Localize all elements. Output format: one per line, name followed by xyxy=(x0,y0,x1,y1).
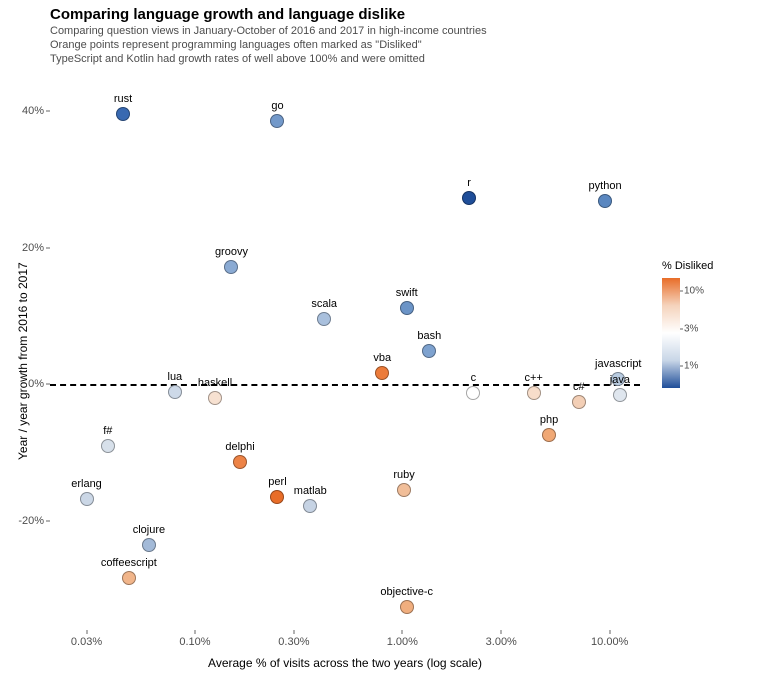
zero-ref-line xyxy=(50,384,640,386)
panel-background xyxy=(50,70,640,630)
x-tick-mark xyxy=(609,630,610,634)
point-matlab xyxy=(303,499,317,513)
point-php xyxy=(542,428,556,442)
point-clojure xyxy=(142,538,156,552)
y-axis-label: Year / year growth from 2016 to 2017 xyxy=(16,262,30,460)
point-c# xyxy=(572,395,586,409)
point-bash xyxy=(422,344,436,358)
x-tick-mark xyxy=(402,630,403,634)
point-go xyxy=(270,114,284,128)
legend: % Disliked 10%3%1% xyxy=(662,260,713,388)
y-tick-mark xyxy=(46,520,50,521)
legend-colorbar: 10%3%1% xyxy=(662,278,680,388)
x-tick-mark xyxy=(293,630,294,634)
y-tick-label: 20% xyxy=(10,242,50,254)
chart-subtitle-3: TypeScript and Kotlin had growth rates o… xyxy=(50,53,487,67)
point-delphi xyxy=(233,455,247,469)
chart-title: Comparing language growth and language d… xyxy=(50,6,487,23)
point-lua xyxy=(168,385,182,399)
y-tick-mark xyxy=(46,110,50,111)
point-f# xyxy=(101,439,115,453)
point-vba xyxy=(375,366,389,380)
point-rust xyxy=(116,107,130,121)
chart-subtitle-2: Orange points represent programming lang… xyxy=(50,39,487,53)
legend-tick-mark xyxy=(680,328,683,329)
legend-title: % Disliked xyxy=(662,260,713,272)
point-scala xyxy=(317,312,331,326)
plot-area: -20%0%20%40%0.03%0.10%0.30%1.00%3.00%10.… xyxy=(50,70,640,630)
legend-tick-label: 1% xyxy=(684,361,698,372)
x-axis-label: Average % of visits across the two years… xyxy=(50,656,640,670)
legend-tick-mark xyxy=(680,291,683,292)
point-erlang xyxy=(80,492,94,506)
point-c xyxy=(466,386,480,400)
point-haskell xyxy=(208,391,222,405)
x-tick-mark xyxy=(86,630,87,634)
y-tick-label: 40% xyxy=(10,105,50,117)
point-perl xyxy=(270,490,284,504)
point-python xyxy=(598,194,612,208)
point-groovy xyxy=(224,260,238,274)
title-block: Comparing language growth and language d… xyxy=(50,6,487,66)
legend-tick-label: 3% xyxy=(684,323,698,334)
legend-tick-mark xyxy=(680,366,683,367)
y-tick-mark xyxy=(46,247,50,248)
point-c++ xyxy=(527,386,541,400)
point-swift xyxy=(400,301,414,315)
chart-container: Comparing language growth and language d… xyxy=(0,0,759,675)
point-ruby xyxy=(397,483,411,497)
point-objective-c xyxy=(400,600,414,614)
point-coffeescript xyxy=(122,571,136,585)
point-java xyxy=(613,388,627,402)
point-r xyxy=(462,191,476,205)
point-javascript xyxy=(611,372,625,386)
x-tick-mark xyxy=(501,630,502,634)
y-tick-label: -20% xyxy=(10,515,50,527)
chart-subtitle-1: Comparing question views in January-Octo… xyxy=(50,25,487,39)
y-tick-mark xyxy=(46,384,50,385)
legend-tick-label: 10% xyxy=(684,286,704,297)
x-tick-mark xyxy=(194,630,195,634)
